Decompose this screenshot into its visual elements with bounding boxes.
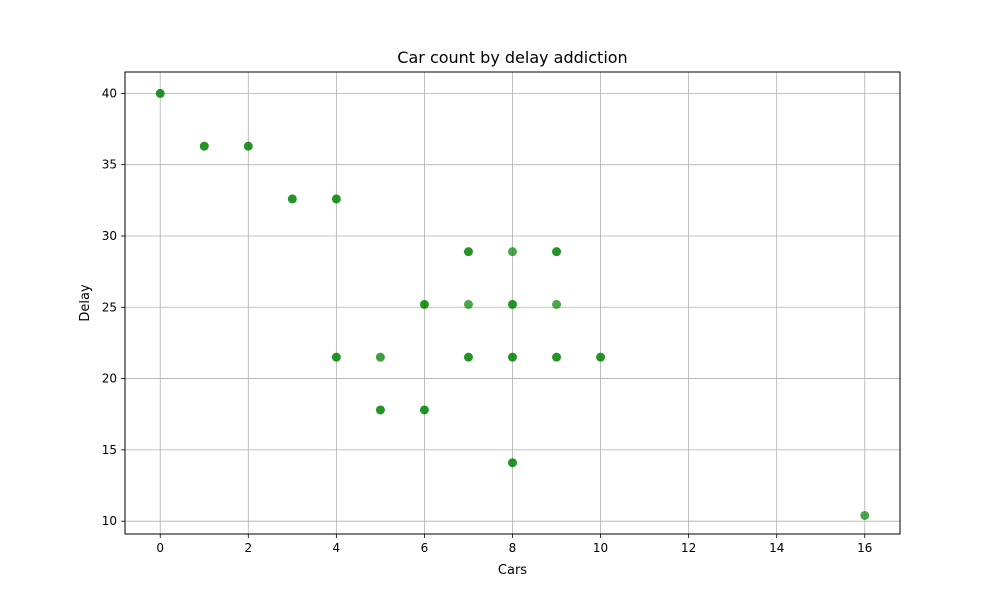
y-tick-label: 25 [102,300,117,314]
y-tick-label: 35 [102,158,117,172]
data-point [463,299,473,309]
x-tick-label: 14 [769,541,784,555]
y-axis-label: Delay [78,284,93,322]
ticks-layer: 0 2 4 6 8 10 12 14 16 10 15 20 25 30 35 40 [102,86,873,555]
data-point [552,352,562,362]
y-tick-label: 15 [102,443,117,457]
points-layer [155,88,870,520]
data-point [463,247,473,257]
x-tick-label: 10 [593,541,608,555]
data-point [508,352,517,362]
y-tick-label: 10 [102,514,117,528]
data-point [331,194,341,204]
y-tick-label: 30 [102,229,117,243]
grid-layer [125,72,900,534]
data-point [508,299,517,309]
x-tick-label: 16 [857,541,872,555]
y-tick-label: 40 [102,86,117,100]
data-point [243,141,253,151]
x-tick-label: 12 [681,541,696,555]
x-tick-label: 2 [244,541,252,555]
data-point [419,299,429,309]
data-point [552,247,562,257]
data-point [331,352,341,362]
y-tick-label: 20 [102,372,117,386]
data-point [419,405,429,415]
x-tick-label: 8 [509,541,517,555]
data-point [155,88,165,98]
data-point [596,352,606,362]
data-point [508,247,517,257]
x-axis-label: Cars [498,563,527,578]
data-point [199,141,209,151]
data-point [463,352,473,362]
data-point [508,458,517,468]
data-point [375,405,385,415]
x-tick-label: 0 [156,541,164,555]
x-tick-label: 4 [333,541,341,555]
data-point [860,510,870,520]
data-point [375,352,385,362]
x-tick-label: 6 [421,541,429,555]
chart-title: Car count by delay addiction [397,48,627,67]
data-point [287,194,297,204]
data-point [552,299,562,309]
